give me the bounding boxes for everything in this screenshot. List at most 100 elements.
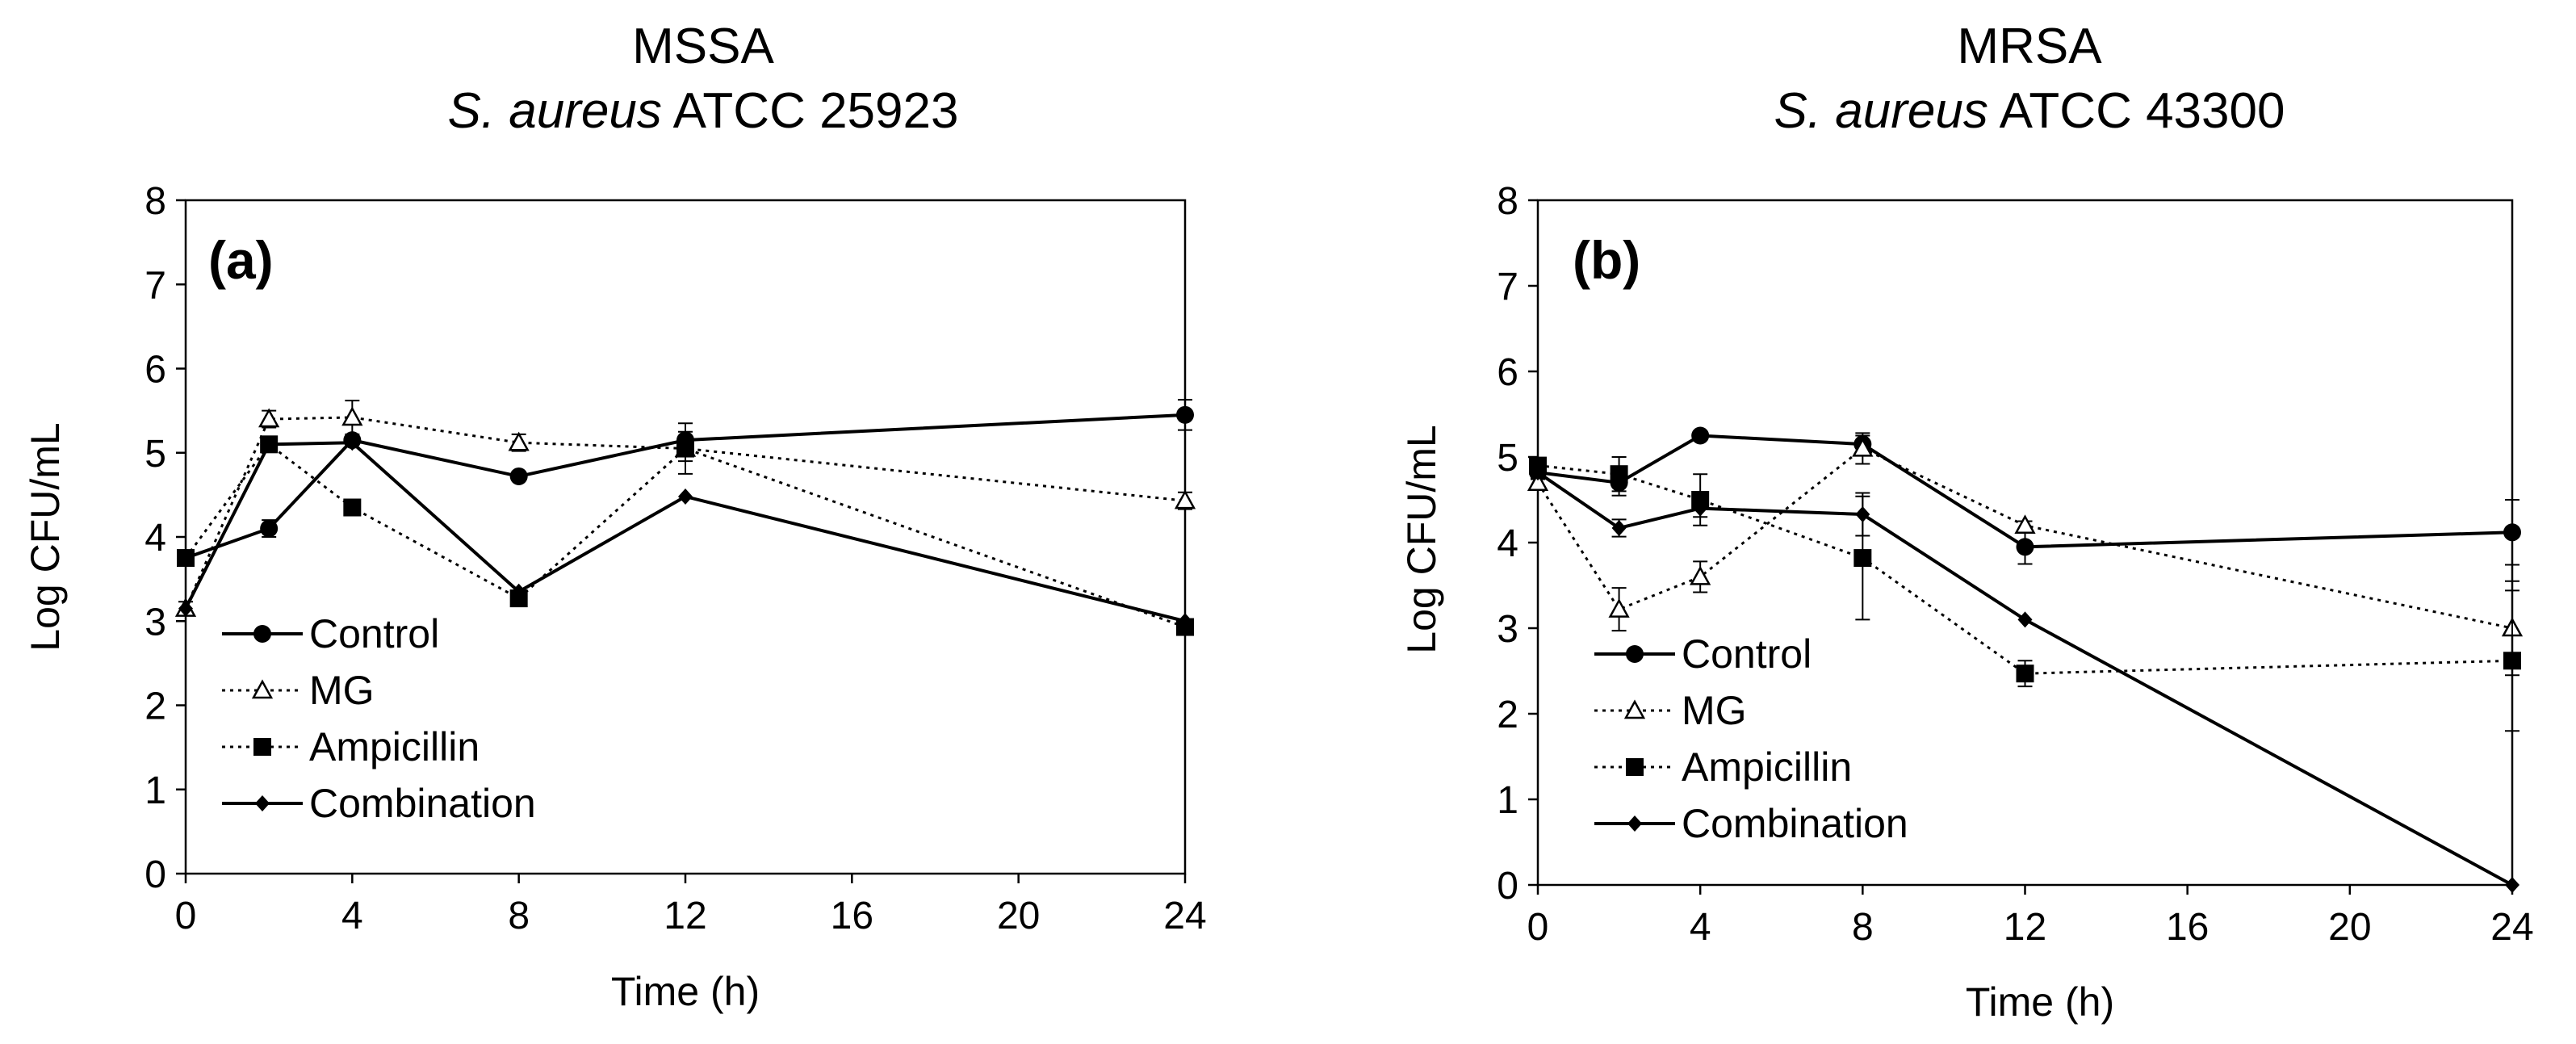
legend-label: Ampicillin — [1682, 744, 1852, 790]
data-point-combination — [262, 436, 277, 453]
legend-marker — [1623, 699, 1646, 719]
legend-item-mg: MG — [1594, 688, 1747, 733]
data-point-combination — [1855, 506, 1870, 523]
y-tick-label: 8 — [1497, 180, 1518, 223]
data-point-ampicillin — [676, 439, 694, 458]
chart-title: MRSA — [1957, 19, 2102, 74]
data-point-mg — [258, 408, 280, 428]
x-tick-label: 12 — [664, 895, 706, 937]
y-tick-label: 4 — [145, 517, 166, 560]
y-tick-label: 2 — [145, 686, 166, 728]
data-point-combination — [2505, 877, 2519, 893]
legend-item-mg: MG — [222, 668, 375, 713]
data-point-combination — [1531, 464, 1545, 481]
data-point-mg — [508, 431, 530, 451]
x-tick-label: 0 — [1527, 906, 1549, 949]
data-point-combination — [678, 488, 693, 505]
y-tick-label: 6 — [1497, 351, 1518, 394]
x-tick-label: 20 — [2328, 906, 2371, 949]
data-point-control — [509, 467, 528, 485]
x-tick-label: 24 — [1163, 895, 1206, 937]
legend-marker — [253, 738, 271, 756]
legend-label: Control — [1682, 631, 1812, 677]
x-tick-label: 16 — [2166, 906, 2209, 949]
x-tick-label: 24 — [2490, 906, 2533, 949]
chart-panel-mrsa: MRSA S. aureus ATCC 43300 (b) Log CFU/mL… — [1399, 19, 2534, 1025]
data-point-control — [1691, 426, 1710, 445]
x-tick-label: 0 — [175, 895, 197, 937]
legend-item-control: Control — [1594, 631, 1812, 677]
data-point-combination — [2017, 611, 2033, 628]
x-axis-label: Time (h) — [1966, 979, 2114, 1025]
legend-marker — [1627, 815, 1642, 832]
data-series — [1527, 426, 2524, 893]
y-tick-label: 3 — [1497, 608, 1518, 651]
legend-item-control: Control — [222, 611, 439, 656]
y-tick-label: 2 — [1497, 694, 1518, 736]
y-tick-label: 1 — [145, 769, 166, 812]
series-line-combination — [184, 441, 1186, 623]
legend-marker — [1626, 645, 1644, 663]
legend-label: MG — [1682, 688, 1747, 733]
legend-marker — [255, 795, 270, 811]
y-tick-label: 7 — [1497, 266, 1518, 308]
legend-label: Ampicillin — [309, 724, 480, 769]
y-tick-label: 1 — [1497, 779, 1518, 822]
legend-item-ampicillin: Ampicillin — [1594, 744, 1852, 790]
data-point-combination — [178, 600, 193, 617]
data-point-ampicillin — [2503, 652, 2521, 670]
data-point-ampicillin — [1853, 549, 1872, 568]
x-tick-label: 20 — [997, 895, 1040, 937]
series-combination — [1531, 464, 2519, 893]
series-control — [1529, 426, 2521, 566]
series-line-combination — [1536, 471, 2513, 887]
y-tick-label: 3 — [145, 601, 166, 644]
data-point-combination — [1693, 500, 1708, 517]
series-ampicillin — [177, 422, 1194, 636]
x-tick-label: 8 — [508, 895, 530, 937]
legend-label: Control — [309, 611, 439, 656]
data-point-control — [2503, 523, 2521, 542]
series-line-control — [185, 413, 1186, 560]
y-tick-label: 8 — [145, 180, 166, 223]
data-point-mg — [1690, 565, 1711, 585]
series-line-ampicillin — [184, 442, 1186, 628]
data-point-mg — [1174, 489, 1196, 509]
legend-label: MG — [309, 668, 375, 713]
plot-area-frame — [184, 199, 1187, 875]
series-ampicillin — [1529, 456, 2521, 732]
data-point-mg — [1852, 437, 1874, 457]
series-line-ampicillin — [1537, 464, 2513, 675]
y-tick-label: 0 — [1497, 865, 1518, 908]
data-series — [174, 399, 1196, 636]
legend-label: Combination — [309, 781, 536, 826]
legend-item-combination: Combination — [1594, 801, 1908, 846]
chart-title: MSSA — [632, 19, 774, 74]
y-tick-label: 7 — [145, 264, 166, 307]
series-control — [177, 399, 1194, 568]
y-tick-label: 6 — [145, 349, 166, 392]
legend-item-combination: Combination — [222, 781, 536, 826]
x-tick-label: 8 — [1852, 906, 1874, 949]
subtitle-species: S. aureus — [1774, 83, 1987, 139]
legend-label: Combination — [1682, 801, 1908, 846]
x-tick-label: 12 — [2004, 906, 2046, 949]
legend-marker — [251, 679, 274, 699]
x-tick-label: 4 — [1690, 906, 1711, 949]
y-tick-label: 0 — [145, 853, 166, 896]
data-point-ampicillin — [1610, 465, 1628, 484]
data-point-mg — [1527, 472, 1549, 492]
data-point-mg — [1608, 598, 1630, 618]
data-point-ampicillin — [177, 549, 195, 568]
legend: Control MG Ampicillin Combination — [222, 611, 536, 826]
series-combination — [178, 434, 1192, 630]
x-tick-label: 16 — [831, 895, 873, 937]
data-point-combination — [345, 434, 360, 451]
y-tick-label: 5 — [1497, 437, 1518, 480]
panel-label: (a) — [208, 230, 274, 290]
data-point-combination — [1178, 613, 1192, 630]
panel-label: (b) — [1573, 230, 1640, 290]
